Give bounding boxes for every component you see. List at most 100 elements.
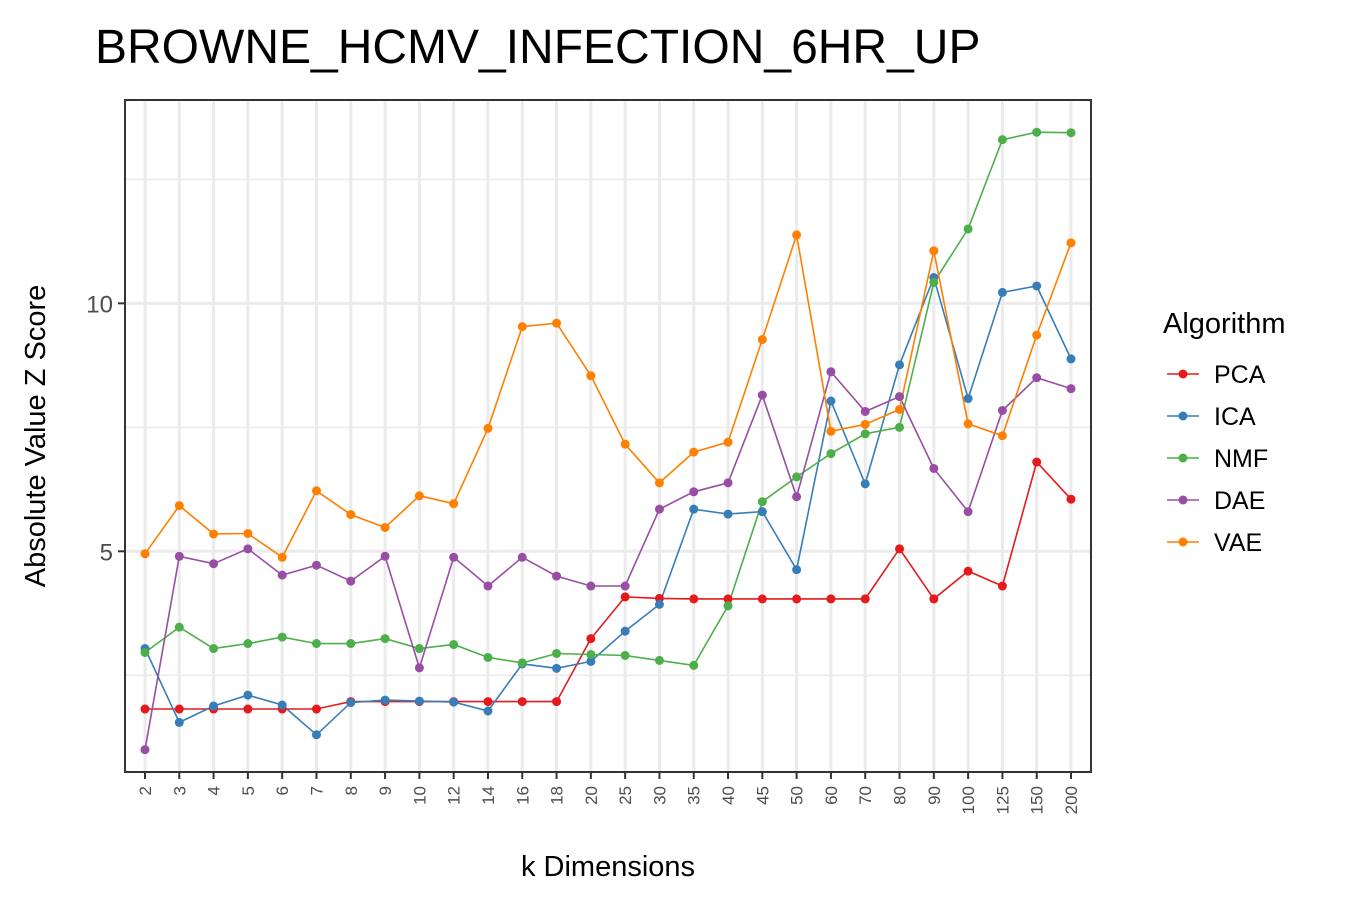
data-point-vae [586, 371, 596, 381]
data-point-ica [963, 394, 973, 404]
data-point-pca [929, 594, 939, 604]
data-point-ica [997, 287, 1007, 297]
series-line-nmf [144, 131, 1072, 667]
data-point-dae [380, 551, 390, 561]
x-tick-label: 70 [856, 786, 875, 805]
x-tick-label: 5 [239, 786, 258, 795]
data-point-ica [311, 730, 321, 740]
data-point-ica [620, 626, 630, 636]
legend-label-dae: DAE [1214, 487, 1265, 515]
x-tick-label: 12 [445, 786, 464, 805]
series-line-ica [144, 274, 1072, 736]
x-tick-label: 2 [136, 786, 155, 795]
data-point-vae [826, 426, 836, 436]
x-tick-label: 3 [170, 786, 189, 795]
x-tick-label: 150 [1028, 786, 1047, 814]
data-point-dae [723, 478, 733, 488]
y-tick-label: 10 [86, 291, 113, 318]
data-point-pca [483, 697, 493, 707]
data-point-vae [757, 335, 767, 345]
data-point-nmf [826, 449, 836, 459]
x-tick-label: 35 [685, 786, 704, 805]
data-point-ica [174, 717, 184, 727]
x-tick-label: 90 [925, 786, 944, 805]
data-point-vae [552, 318, 562, 328]
data-point-vae [517, 322, 527, 332]
data-point-nmf [792, 472, 802, 482]
data-point-dae [895, 392, 905, 402]
data-point-vae [654, 478, 664, 488]
data-point-nmf [380, 634, 390, 644]
data-point-dae [997, 405, 1007, 415]
data-point-nmf [757, 497, 767, 507]
data-point-ica [380, 695, 390, 705]
x-tick-label: 6 [273, 786, 292, 795]
data-point-dae [792, 492, 802, 502]
series-line-pca [145, 460, 1072, 710]
data-point-nmf [997, 135, 1007, 145]
x-tick-label: 45 [753, 786, 772, 805]
data-point-vae [1066, 238, 1076, 248]
data-point-vae [997, 431, 1007, 441]
data-point-nmf [895, 422, 905, 432]
data-point-vae [1032, 330, 1042, 340]
data-point-pca [311, 704, 321, 714]
x-tick-label: 4 [205, 786, 224, 795]
data-point-dae [449, 552, 459, 562]
data-point-nmf [689, 660, 699, 670]
data-point-vae [689, 447, 699, 457]
data-point-nmf [449, 640, 459, 650]
legend-title: Algorithm [1163, 308, 1286, 340]
data-point-ica [654, 599, 664, 609]
data-point-dae [311, 560, 321, 570]
data-point-pca [826, 594, 836, 604]
data-point-pca [620, 592, 630, 602]
data-point-pca [723, 594, 733, 604]
x-tick-label: 7 [307, 786, 326, 795]
data-point-dae [414, 663, 424, 673]
data-point-dae [346, 576, 356, 586]
x-tick-label: 125 [993, 786, 1012, 814]
data-point-ica [723, 509, 733, 519]
data-point-nmf [929, 278, 939, 288]
data-point-pca [552, 697, 562, 707]
data-point-nmf [1066, 128, 1076, 138]
data-point-dae [826, 367, 836, 377]
legend-label-ica: ICA [1214, 403, 1256, 431]
data-point-nmf [860, 429, 870, 439]
legend-key-point-dae [1178, 495, 1188, 505]
data-point-vae [414, 491, 424, 501]
data-point-vae [449, 499, 459, 509]
data-point-nmf [483, 652, 493, 662]
data-point-vae [895, 404, 905, 414]
data-point-ica [209, 701, 219, 711]
data-point-dae [757, 390, 767, 400]
data-point-nmf [346, 639, 356, 649]
data-point-pca [140, 704, 150, 714]
data-point-vae [346, 510, 356, 520]
data-point-pca [243, 704, 253, 714]
data-point-ica [483, 706, 493, 716]
data-point-vae [380, 523, 390, 533]
data-point-vae [209, 529, 219, 539]
data-point-nmf [174, 622, 184, 632]
data-point-pca [757, 594, 767, 604]
data-point-ica [243, 690, 253, 700]
data-point-ica [1032, 281, 1042, 291]
data-point-pca [997, 581, 1007, 591]
data-point-ica [277, 700, 287, 710]
x-tick-label: 16 [513, 786, 532, 805]
x-tick-label: 50 [788, 786, 807, 805]
data-point-dae [1066, 384, 1076, 394]
data-point-nmf [963, 224, 973, 234]
data-point-vae [723, 437, 733, 447]
data-point-nmf [414, 644, 424, 654]
data-point-nmf [517, 658, 527, 668]
x-tick-label: 200 [1062, 786, 1081, 814]
data-point-ica [552, 663, 562, 673]
legend-label-nmf: NMF [1214, 445, 1268, 473]
data-point-nmf [209, 644, 219, 654]
data-point-vae [483, 423, 493, 433]
data-point-pca [792, 594, 802, 604]
